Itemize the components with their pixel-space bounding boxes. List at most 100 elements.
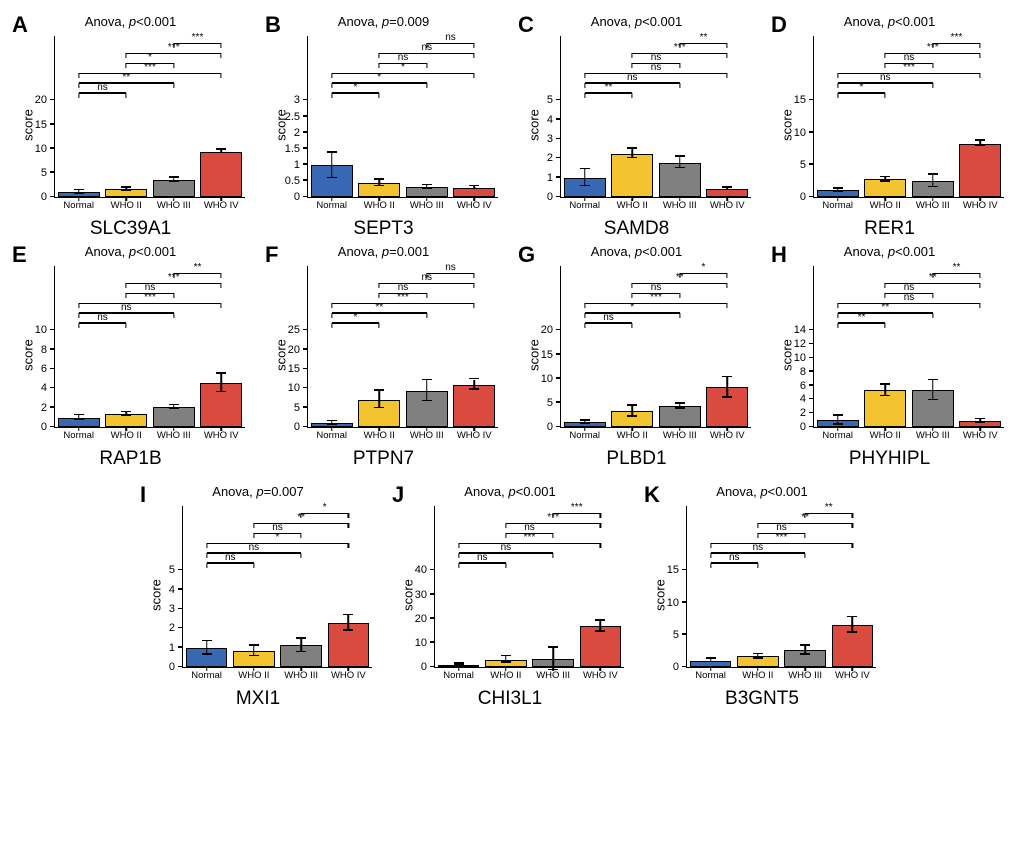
y-tick-label: 5 <box>41 167 47 179</box>
y-tick-label: 0 <box>421 661 427 673</box>
bar-who-iii: WHO III <box>912 36 954 197</box>
y-tick-label: 8 <box>800 366 806 378</box>
y-tick-label: 0 <box>673 661 679 673</box>
x-tick-label: WHO IV <box>835 670 870 681</box>
x-tick-label: Normal <box>695 670 726 681</box>
y-tick-label: 20 <box>35 94 47 106</box>
plot-area: 012345NormalWHO IIWHO IIIWHO IVnsns*ns**… <box>182 506 372 668</box>
y-tick-label: 6 <box>800 380 806 392</box>
bar-who-ii: WHO II <box>737 506 779 667</box>
bar-who-iii: WHO III <box>532 506 574 667</box>
bar-normal: Normal <box>311 266 353 427</box>
bar-who-ii: WHO II <box>864 36 906 197</box>
panel-letter: C <box>518 12 534 38</box>
y-axis-label: score <box>526 339 541 371</box>
y-tick-label: 3 <box>547 133 553 145</box>
bar-who-iv: WHO IV <box>580 506 622 667</box>
panel-ptpn7: FAnova, p=0.001score0510152025NormalWHO … <box>263 240 504 470</box>
x-tick-label: WHO IV <box>583 670 618 681</box>
x-tick-label: WHO III <box>663 430 697 441</box>
plot-area: 051015NormalWHO IIWHO IIIWHO IV*ns***ns*… <box>813 36 1004 198</box>
x-tick-label: WHO III <box>410 430 444 441</box>
panel-rap1b: EAnova, p<0.001score0246810NormalWHO IIW… <box>10 240 251 470</box>
gene-name: PHYHIPL <box>849 448 930 470</box>
x-tick-label: WHO IV <box>457 430 492 441</box>
y-tick-label: 1 <box>547 172 553 184</box>
bar-who-ii: WHO II <box>358 266 400 427</box>
y-tick-label: 0 <box>800 191 806 203</box>
x-tick-label: WHO II <box>617 200 648 211</box>
x-tick-label: WHO III <box>157 430 191 441</box>
bar-who-iii: WHO III <box>153 36 195 197</box>
sig-label: * <box>323 502 327 513</box>
anova-text: Anova, p<0.001 <box>591 14 682 29</box>
y-tick-label: 0 <box>41 191 47 203</box>
plot-area: 010203040NormalWHO IIWHO IIIWHO IVnsns**… <box>434 506 624 668</box>
y-tick-label: 10 <box>794 352 806 364</box>
y-axis-label: score <box>652 579 667 611</box>
panel-letter: H <box>771 242 787 268</box>
bar-who-iv: WHO IV <box>706 36 748 197</box>
plot-area: 05101520NormalWHO IIWHO IIIWHO IVns****n… <box>560 266 751 428</box>
y-tick-label: 0 <box>169 661 175 673</box>
y-tick-label: 2 <box>169 622 175 634</box>
bar-who-iv: WHO IV <box>959 266 1001 427</box>
y-tick-label: 40 <box>415 564 427 576</box>
y-axis-label: score <box>20 339 35 371</box>
x-tick-label: WHO II <box>617 430 648 441</box>
x-tick-label: Normal <box>191 670 222 681</box>
y-tick-label: 5 <box>169 564 175 576</box>
x-tick-label: WHO II <box>742 670 773 681</box>
y-tick-label: 0 <box>800 421 806 433</box>
bar-who-iii: WHO III <box>784 506 826 667</box>
y-tick-label: 20 <box>541 324 553 336</box>
panel-letter: F <box>265 242 278 268</box>
plot-area: 0246810NormalWHO IIWHO IIIWHO IVnsns***n… <box>54 266 245 428</box>
bar-normal: Normal <box>817 36 859 197</box>
x-tick-label: Normal <box>569 430 600 441</box>
x-tick-label: WHO III <box>916 200 950 211</box>
plot-area: 0510152025NormalWHO IIWHO IIIWHO IV*****… <box>307 266 498 428</box>
x-tick-label: WHO IV <box>457 200 492 211</box>
panel-chi3l1: JAnova, p<0.001score010203040NormalWHO I… <box>390 480 630 710</box>
y-tick-label: 10 <box>794 127 806 139</box>
gene-name: RER1 <box>864 218 915 240</box>
plot-area: 012345NormalWHO IIWHO IIIWHO IV**nsnsns*… <box>560 36 751 198</box>
bar-who-iv: WHO IV <box>453 266 495 427</box>
y-tick-label: 10 <box>667 597 679 609</box>
y-tick-label: 4 <box>800 393 806 405</box>
panel-letter: E <box>12 242 27 268</box>
y-tick-label: 2 <box>41 402 47 414</box>
y-tick-label: 14 <box>794 324 806 336</box>
x-tick-label: WHO II <box>870 200 901 211</box>
sig-label: ns <box>445 262 456 273</box>
x-tick-label: WHO II <box>870 430 901 441</box>
y-tick-label: 20 <box>288 344 300 356</box>
bar-normal: Normal <box>186 506 228 667</box>
y-tick-label: 3 <box>294 94 300 106</box>
bar-who-iv: WHO IV <box>959 36 1001 197</box>
x-tick-label: Normal <box>316 200 347 211</box>
x-tick-label: WHO IV <box>204 430 239 441</box>
x-tick-label: WHO II <box>364 430 395 441</box>
y-tick-label: 15 <box>794 94 806 106</box>
x-tick-label: Normal <box>822 200 853 211</box>
anova-text: Anova, p<0.001 <box>591 244 682 259</box>
sig-label: *** <box>192 32 204 43</box>
sig-label: ** <box>953 262 961 273</box>
bar-who-ii: WHO II <box>864 266 906 427</box>
y-tick-label: 10 <box>35 324 47 336</box>
x-tick-label: WHO III <box>788 670 822 681</box>
y-axis-label: score <box>779 339 794 371</box>
x-tick-label: Normal <box>443 670 474 681</box>
x-tick-label: WHO II <box>111 200 142 211</box>
bar-who-iv: WHO IV <box>453 36 495 197</box>
panel-letter: D <box>771 12 787 38</box>
y-axis-label: score <box>779 109 794 141</box>
y-tick-label: 15 <box>288 363 300 375</box>
x-tick-label: WHO III <box>663 200 697 211</box>
x-tick-label: WHO II <box>490 670 521 681</box>
bar-normal: Normal <box>311 36 353 197</box>
sig-label: ns <box>445 32 456 43</box>
anova-text: Anova, p<0.001 <box>85 14 176 29</box>
